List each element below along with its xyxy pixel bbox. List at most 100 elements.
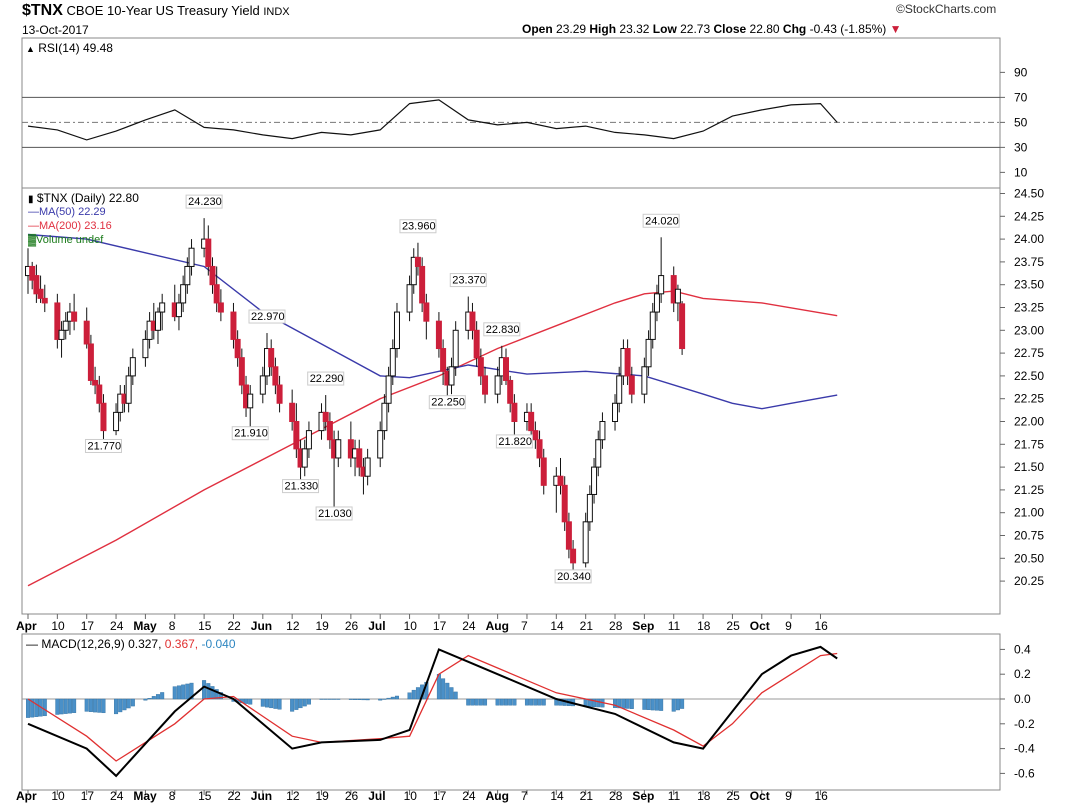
macd-histogram-bar (26, 698, 31, 718)
x-axis-top-label: 12 (286, 619, 300, 633)
price-annotation-box (282, 479, 320, 494)
price-annotation-box (554, 569, 592, 584)
macd-histogram-bar (218, 692, 223, 700)
candle-body (503, 357, 510, 381)
price-tick-label: 24.25 (1014, 209, 1044, 223)
x-axis-bottom-label: Aug (486, 789, 509, 803)
down-arrow-icon: ▼ (889, 22, 902, 36)
line-icon: — (26, 637, 38, 651)
candle-body (87, 343, 94, 381)
candle-body (289, 402, 296, 423)
rsi-legend: ▲ RSI(14) 49.48 (26, 41, 113, 55)
x-axis-top-label: 22 (227, 619, 241, 633)
ma50-line (27, 233, 838, 410)
macd-histogram-bar (143, 698, 148, 701)
candle-body (259, 375, 266, 395)
candle-body (645, 338, 652, 368)
candle-body (595, 439, 602, 468)
x-axis-top-label: 28 (609, 619, 623, 633)
x-axis-top-label: 26 (345, 619, 359, 633)
x-axis-bottom-label: 22 (227, 789, 241, 803)
ma200-line (27, 290, 838, 587)
x-axis-bottom-label: 9 (785, 789, 792, 803)
macd-histogram-bar (671, 698, 676, 712)
x-axis-top-label: Aug (486, 619, 509, 633)
x-axis-bottom-label: 19 (316, 789, 330, 803)
macd-histogram-bar (617, 698, 622, 709)
candle-body (414, 256, 421, 267)
price-tick-label: 20.75 (1014, 529, 1044, 543)
macd-histogram-bar (160, 692, 165, 700)
macd-tick-label: 0.4 (1014, 642, 1031, 656)
macd-histogram-bar (642, 698, 647, 710)
x-axis-top-label: 10 (404, 619, 418, 633)
candle-body (477, 357, 484, 377)
candle-body (641, 366, 648, 395)
price-tick-label: 24.00 (1014, 232, 1044, 246)
price-tick-label: 23.50 (1014, 278, 1044, 292)
x-axis-bottom-label: 8 (169, 789, 176, 803)
x-axis-bottom-label: 24 (462, 789, 476, 803)
candle-body (29, 265, 36, 281)
price-annotation-box (84, 438, 122, 453)
candle-body (536, 439, 543, 459)
price-annotation: 21.910 (234, 428, 268, 440)
candle-body (205, 238, 212, 267)
macd-histogram-bar (382, 698, 387, 700)
macd-histogram-bar (361, 698, 366, 701)
price-annotation: 23.370 (452, 275, 486, 287)
ma200-legend: —MA(200) 23.16 (28, 220, 112, 232)
macd-histogram-bar (478, 698, 483, 706)
macd-histogram-bar (185, 683, 190, 700)
candle-body (591, 466, 598, 495)
candle-body (356, 448, 363, 468)
macd-histogram-bar (537, 698, 542, 706)
candle-body (322, 411, 329, 423)
rsi-tick-label: 10 (1014, 165, 1028, 179)
candle-body (184, 265, 191, 286)
rsi-panel-frame (21, 37, 1001, 189)
candle-body (381, 402, 388, 432)
macd-histogram-bar (63, 698, 68, 714)
candle-body (419, 265, 426, 304)
macd-histogram-bar (470, 698, 475, 706)
candle-body (473, 329, 480, 359)
macd-legend: — MACD(12,26,9) 0.327, 0.367, -0.040 (26, 637, 236, 651)
x-axis-bottom-label: 25 (726, 789, 740, 803)
candle-body (58, 329, 65, 340)
candle-body (37, 288, 44, 299)
candle-body (448, 366, 455, 386)
candle-body (612, 402, 619, 423)
price-tick-label: 20.25 (1014, 574, 1044, 588)
macd-histogram-bar (411, 689, 416, 700)
candle-body (238, 357, 245, 386)
candle-body (507, 379, 514, 404)
macd-histogram-bar (659, 698, 664, 711)
x-axis-top-label: Jul (368, 619, 385, 633)
candle-body (209, 265, 216, 286)
stockcharts-logo: ©StockCharts.com (896, 2, 997, 16)
macd-histogram-bar (59, 698, 64, 715)
macd-histogram-bar (101, 698, 106, 714)
price-annotation-box (185, 194, 223, 209)
price-annotation-box (428, 395, 466, 410)
candle-body (658, 275, 665, 295)
candle-body (385, 375, 392, 404)
candle-body (423, 302, 430, 322)
macd-histogram-bar (323, 698, 328, 700)
macd-histogram-bar (529, 698, 534, 706)
x-axis-bottom-label: 12 (286, 789, 300, 803)
macd-histogram-bar (122, 698, 127, 711)
x-axis-top-label: 18 (697, 619, 711, 633)
x-axis-bottom-label: Sep (632, 789, 654, 803)
x-axis-top-label: 24 (462, 619, 476, 633)
price-annotation-box (449, 273, 487, 288)
macd-histogram-bar (147, 698, 152, 700)
x-axis-bottom-label: 16 (814, 789, 828, 803)
price-panel-frame (21, 187, 1001, 615)
macd-histogram-bar (390, 696, 395, 700)
macd-histogram-bar (67, 698, 72, 714)
macd-histogram-bar (629, 698, 634, 709)
candle-body (100, 402, 107, 432)
